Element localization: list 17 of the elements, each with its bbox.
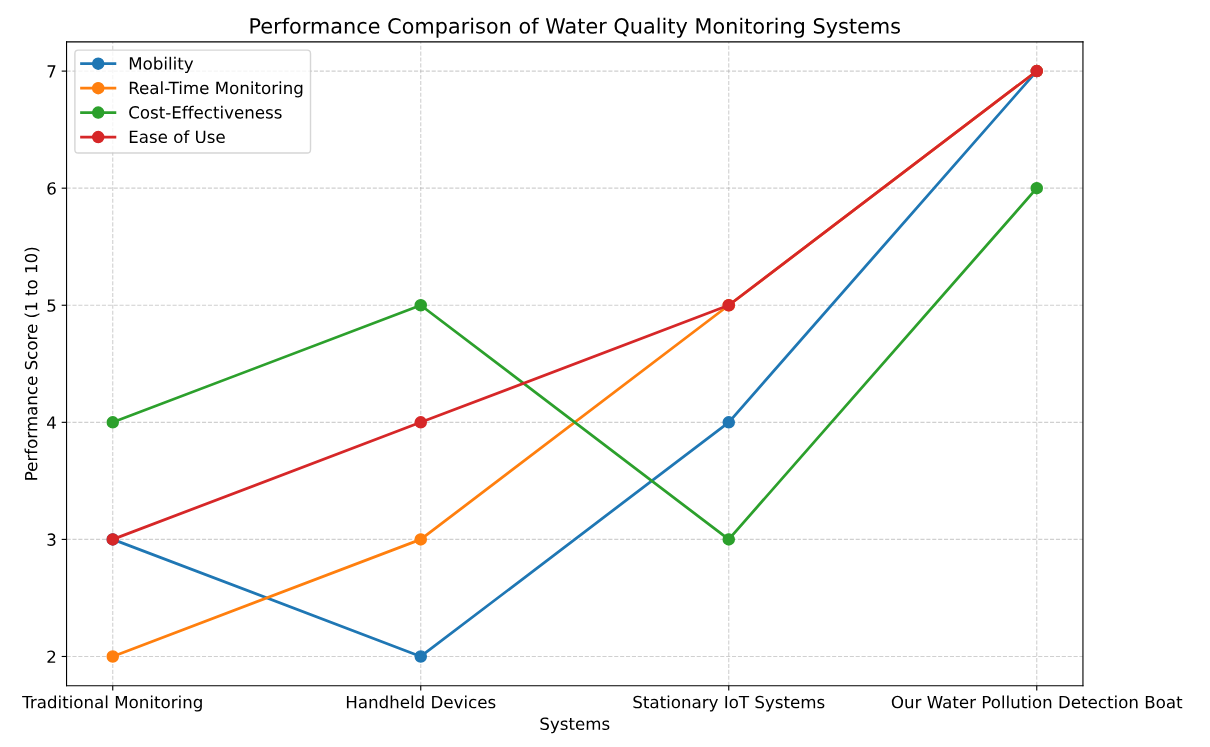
x-tick-label: Handheld Devices [346,695,496,709]
x-tick-label: Stationary IoT Systems [633,695,825,712]
x-axis-title: Systems [540,717,610,734]
y-tick-label: 7 [47,65,56,78]
y-tick-label: 2 [47,650,56,663]
legend-label: Mobility [129,56,194,73]
legend-label: Ease of Use [129,130,225,144]
chart-title: Performance Comparison of Water Quality Monitoring Systems [250,17,901,38]
legend-label: Cost-Effectiveness [129,105,282,119]
y-tick-label: 5 [47,299,56,312]
x-tick-label: Our Water Pollution Detection Boat [891,695,1183,709]
legend-label: Real-Time Monitoring [129,81,303,98]
x-tick-label: Traditional Monitoring [22,695,202,712]
y-tick-label: 3 [47,533,56,546]
y-tick-label: 6 [47,182,56,195]
y-tick-label: 4 [47,416,56,429]
y-axis-title: Performance Score (1 to 10) [24,247,40,480]
